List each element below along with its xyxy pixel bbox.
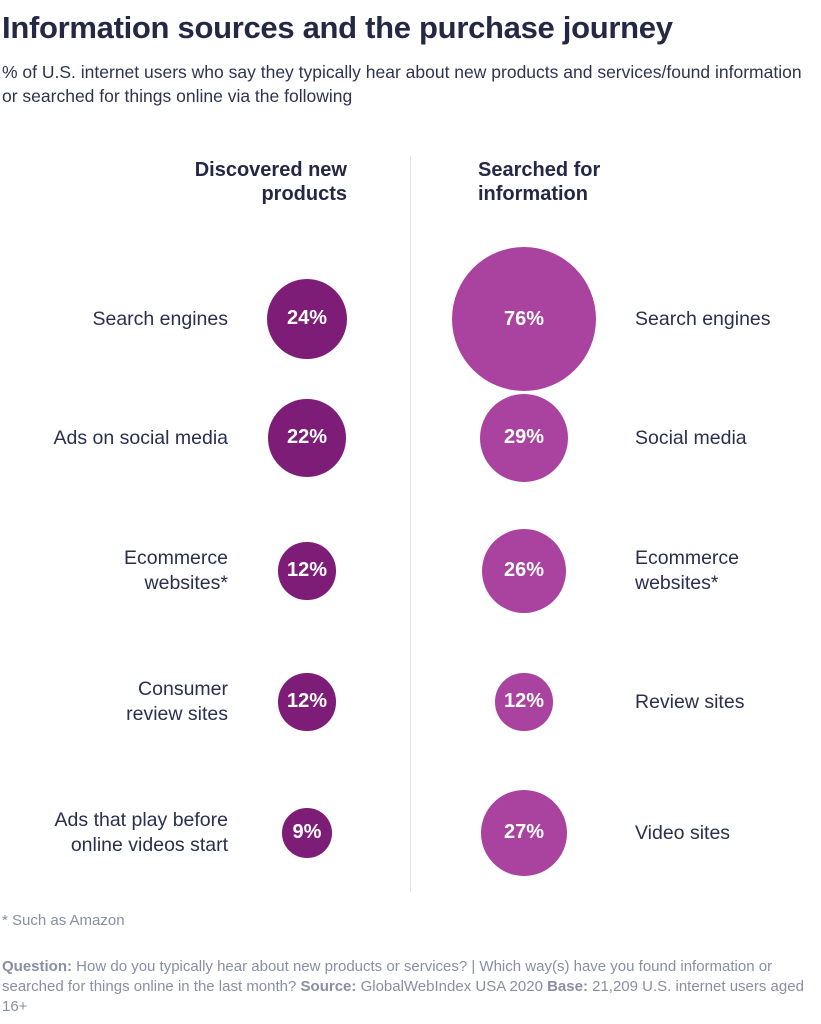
footnote: * Such as Amazon (2, 912, 125, 929)
right-category-label-5: Video sites (635, 821, 731, 844)
chart-title: Information sources and the purchase jou… (2, 10, 673, 45)
right-bubble-1: 76% (452, 247, 596, 391)
right-category-label-1: Search engines (635, 307, 771, 330)
source-note: Question: How do you typically hear abou… (2, 957, 817, 1017)
right-category-label-3: Ecommerce websites* (635, 547, 740, 594)
left-category-label-5: Ads that play before online videos start (54, 809, 228, 856)
left-category-label-4: Consumer review sites (126, 678, 228, 725)
right-category-label-4: Review sites (635, 690, 745, 713)
left-bubble-1: 24% (266, 278, 348, 360)
left-bubble-4: 12% (278, 673, 336, 731)
left-category-label-3: Ecommerce websites* (123, 547, 228, 594)
question-label: Question: (2, 958, 72, 975)
left-bubble-5: 9% (282, 808, 332, 858)
base-label: Base: (547, 978, 588, 995)
right-column-header: Searched for information (478, 159, 601, 205)
question-text: How do you typically hear about new prod… (2, 958, 773, 995)
source-text: GlobalWebIndex USA 2020 (360, 978, 543, 995)
right-bubble-2: 29% (479, 393, 569, 483)
left-category-label-2: Ads on social media (53, 426, 228, 449)
right-bubble-4: 12% (495, 673, 553, 731)
right-bubble-5: 27% (481, 790, 567, 876)
base-text: 21,209 U.S. internet users aged 16+ (2, 978, 804, 1015)
right-category-label-2: Social media (635, 426, 747, 449)
left-category-label-1: Search engines (92, 307, 228, 330)
left-bubble-3: 12% (278, 542, 336, 600)
left-bubble-2: 22% (268, 399, 346, 477)
left-column-header: Discovered new products (194, 159, 347, 205)
column-divider (410, 156, 411, 892)
right-bubble-3: 26% (481, 528, 567, 614)
source-label: Source: (300, 978, 357, 995)
chart-subtitle: % of U.S. internet users who say they ty… (2, 62, 802, 106)
